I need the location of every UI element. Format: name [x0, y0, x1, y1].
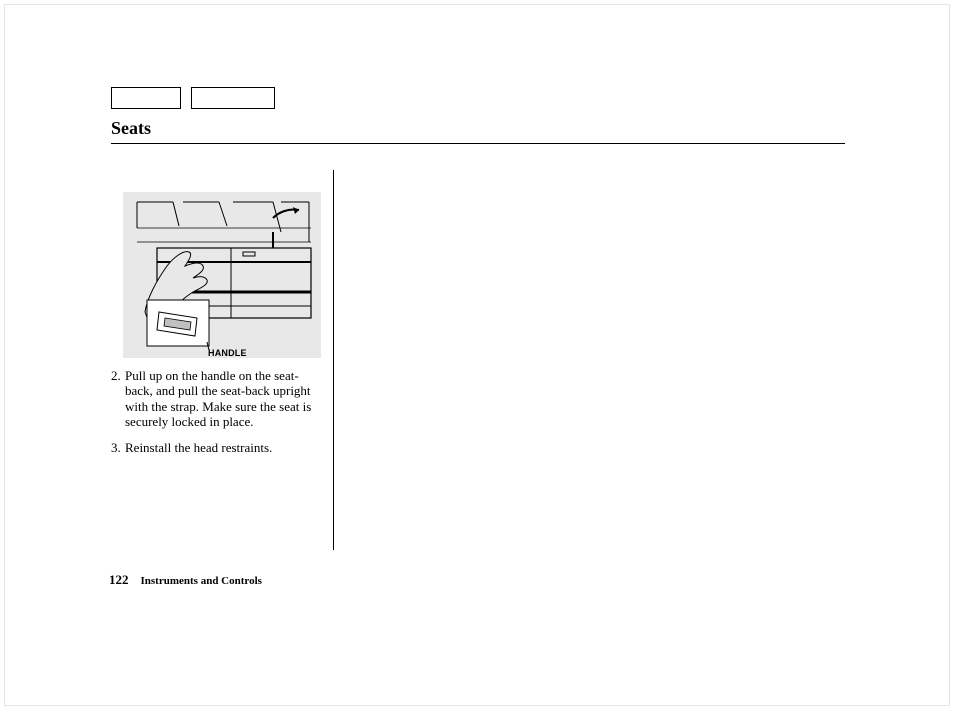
header-box-2 [191, 87, 275, 109]
page-footer: 122 Instruments and Controls [109, 571, 262, 589]
step-2-number: 2. [111, 368, 125, 383]
step-3: 3.Reinstall the head restraints. [111, 440, 327, 455]
step-2: 2.Pull up on the handle on the seat-back… [111, 368, 327, 429]
seat-handle-diagram [123, 192, 321, 358]
figure-container [123, 192, 321, 358]
step-2-text: Pull up on the handle on the seat-back, … [125, 368, 323, 429]
footer-section-label: Instruments and Controls [141, 575, 262, 587]
page-root: Seats [0, 0, 954, 710]
header-box-1 [111, 87, 181, 109]
page-number: 122 [109, 572, 129, 587]
step-3-number: 3. [111, 440, 125, 455]
title-underline [111, 143, 845, 144]
column-divider [333, 170, 334, 550]
step-3-text: Reinstall the head restraints. [125, 440, 323, 455]
section-title: Seats [111, 118, 151, 139]
callout-label-handle: HANDLE [208, 348, 247, 358]
header-index-boxes [111, 87, 275, 109]
